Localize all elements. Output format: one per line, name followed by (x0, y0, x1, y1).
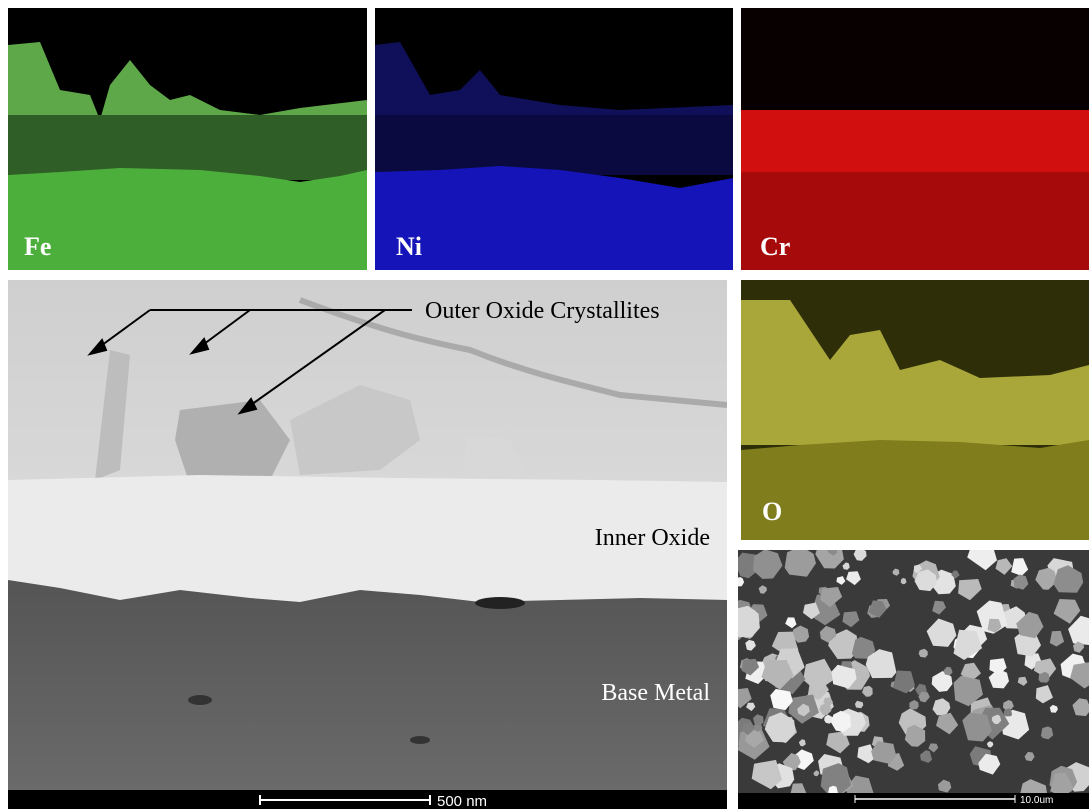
annotation: Inner Oxide (595, 525, 710, 551)
cr-map: Cr (741, 8, 1089, 270)
element-label: Fe (24, 232, 51, 261)
fe-map: Fe (8, 8, 367, 270)
scale-bar-label: 10.0um (1020, 795, 1053, 806)
annotation: Outer Oxide Crystallites (425, 298, 660, 324)
o-map: O (741, 280, 1089, 540)
page: {"maps": [{"label": "Fe"}, {"label": "Ni… (0, 0, 1089, 809)
element-label: Cr (760, 232, 790, 261)
element-label: Ni (396, 232, 422, 261)
surface-scale-bar: 10.0um (738, 793, 1089, 809)
surface-image (725, 540, 1089, 809)
ni-map: Ni (375, 8, 733, 270)
element-label: O (762, 497, 782, 526)
annotation: Base Metal (601, 680, 710, 706)
scale-bar-label: 500 nm (437, 793, 487, 809)
figure: Fe Ni Cr O 500 nm (0, 0, 1089, 809)
